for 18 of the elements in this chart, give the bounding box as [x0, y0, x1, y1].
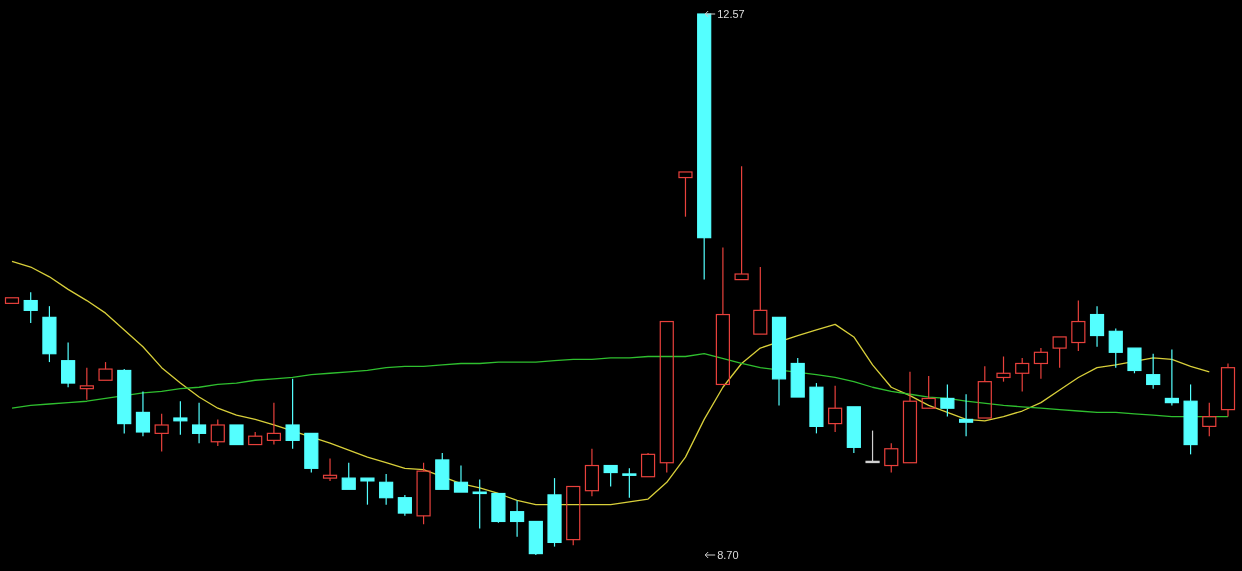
- y-tick-label: 12.57: [717, 7, 745, 20]
- candlestick: [266, 402, 282, 446]
- candlestick: [61, 341, 76, 388]
- candlestick: [958, 393, 974, 437]
- candlestick: [322, 457, 338, 482]
- candlestick: [828, 385, 843, 433]
- line-series: [11, 260, 1210, 506]
- candlestick: [191, 402, 207, 444]
- candlestick: [1164, 348, 1179, 407]
- candlestick: [510, 499, 525, 538]
- line-series: [11, 353, 1229, 418]
- candlestick: [1033, 347, 1049, 380]
- candlestick: [1220, 362, 1236, 418]
- candlestick: [135, 390, 151, 437]
- candlestick: [1089, 305, 1105, 348]
- y-tick-label: 8.70: [717, 548, 739, 561]
- candlestick: [584, 448, 600, 497]
- candlestick: [397, 494, 412, 517]
